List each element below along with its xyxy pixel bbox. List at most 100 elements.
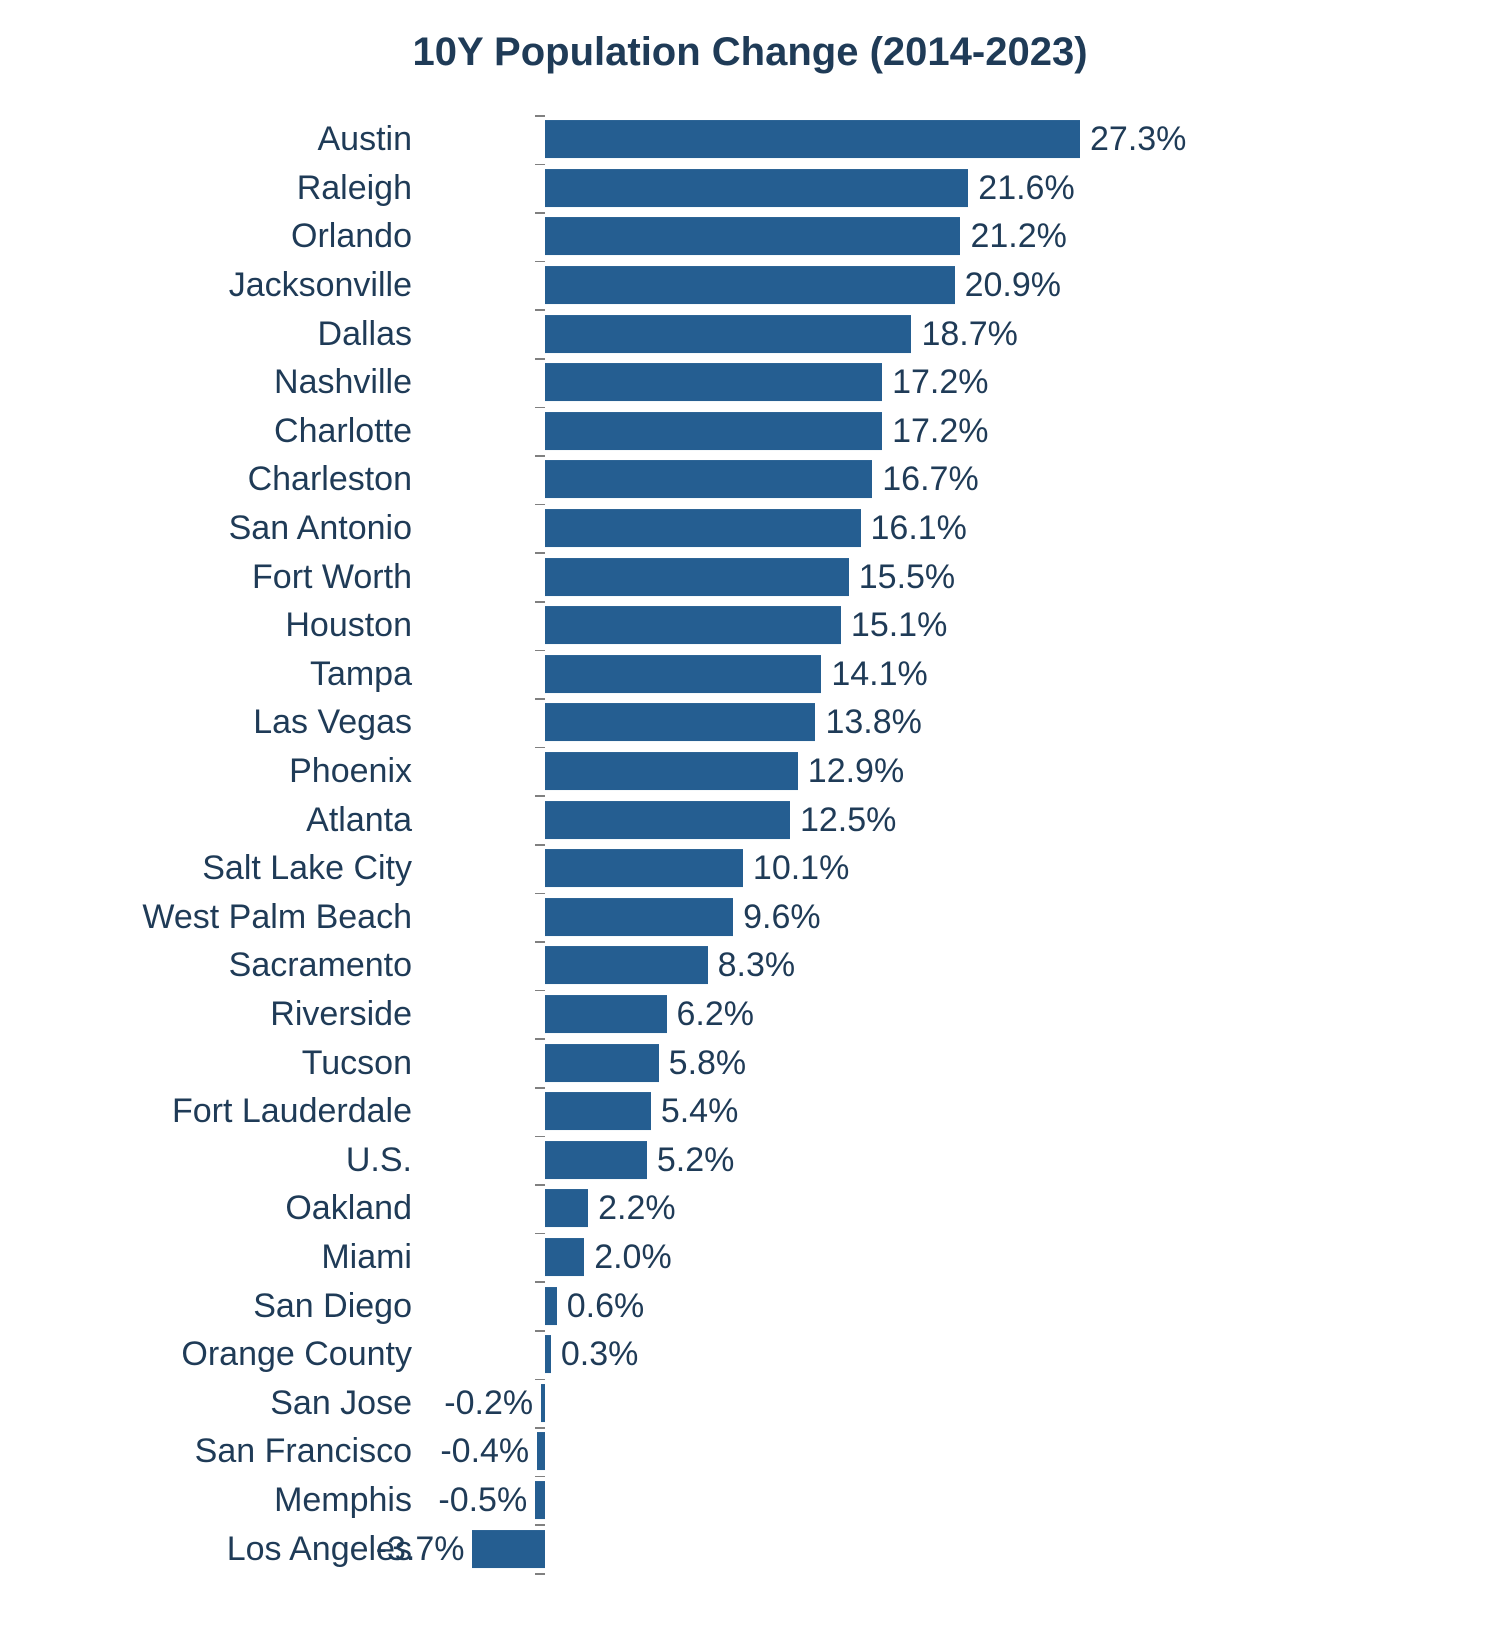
category-label: Tampa [310,657,412,691]
axis-tick [535,1330,545,1332]
value-label: 8.3% [718,948,796,982]
bar [472,1530,545,1568]
axis-tick [535,893,545,895]
axis-tick [535,795,545,797]
category-label: Fort Lauderdale [172,1094,412,1128]
category-label: Salt Lake City [202,851,412,885]
bar-row: Los Angeles-3.7% [440,1524,1230,1573]
bar [545,849,743,887]
category-label: Charleston [248,462,412,496]
axis-tick [535,844,545,846]
axis-tick [535,1281,545,1283]
category-label: Jacksonville [229,268,412,302]
value-label: 20.9% [965,268,1061,302]
axis-tick [535,164,545,166]
bar [545,1238,584,1276]
bar [545,606,841,644]
value-label: 13.8% [825,705,921,739]
bar-row: Atlanta12.5% [440,795,1230,844]
value-label: 0.3% [561,1337,639,1371]
value-label: 5.2% [657,1143,735,1177]
axis-tick [535,358,545,360]
bar [545,266,955,304]
value-label: 5.8% [669,1046,747,1080]
category-label: Las Vegas [253,705,412,739]
axis-tick [535,212,545,214]
bar-row: Phoenix12.9% [440,747,1230,796]
value-label: -0.5% [438,1483,527,1517]
bar-row: Las Vegas13.8% [440,698,1230,747]
bar-row: San Jose-0.2% [440,1379,1230,1428]
category-label: San Francisco [195,1434,412,1468]
category-label: Tucson [302,1046,412,1080]
value-label: 2.2% [598,1191,676,1225]
bar [537,1433,545,1471]
bar [545,1044,659,1082]
category-label: Atlanta [306,803,412,837]
value-label: 10.1% [753,851,849,885]
bar [545,947,708,985]
category-label: Dallas [318,317,412,351]
axis-tick [535,941,545,943]
bar [545,558,849,596]
bar [545,704,815,742]
category-label: Riverside [270,997,412,1031]
bar [545,1287,557,1325]
bar-row: San Diego0.6% [440,1281,1230,1330]
value-label: 21.6% [978,171,1074,205]
axis-tick [535,309,545,311]
value-label: 15.1% [851,608,947,642]
bar [545,120,1080,158]
category-label: Sacramento [229,948,412,982]
axis-tick [535,455,545,457]
bar [545,752,798,790]
bar-row: Charleston16.7% [440,455,1230,504]
category-label: U.S. [346,1143,412,1177]
bar-row: San Francisco-0.4% [440,1427,1230,1476]
category-label: Memphis [274,1483,412,1517]
bar-row: Sacramento8.3% [440,941,1230,990]
bar-row: Houston15.1% [440,601,1230,650]
bar-row: Memphis-0.5% [440,1476,1230,1525]
category-label: Charlotte [274,414,412,448]
axis-tick [535,115,545,117]
bar-row: Orlando21.2% [440,212,1230,261]
value-label: 9.6% [743,900,821,934]
axis-tick [535,1524,545,1526]
bar [545,801,790,839]
value-label: 18.7% [921,317,1017,351]
axis-tick [535,990,545,992]
category-label: West Palm Beach [142,900,412,934]
bar-row: Orange County0.3% [440,1330,1230,1379]
value-label: 5.4% [661,1094,739,1128]
bar-row: Riverside6.2% [440,990,1230,1039]
bar [545,315,911,353]
axis-tick [535,1038,545,1040]
value-label: 6.2% [677,997,755,1031]
axis-tick [535,407,545,409]
bar [545,1092,651,1130]
category-label: Miami [321,1240,412,1274]
axis-tick [535,552,545,554]
category-label: San Antonio [229,511,412,545]
bar-row: Nashville17.2% [440,358,1230,407]
bar-row: U.S.5.2% [440,1136,1230,1185]
bar-row: San Antonio16.1% [440,504,1230,553]
axis-tick [535,261,545,263]
category-label: San Diego [253,1289,412,1323]
bar [545,655,821,693]
value-label: 21.2% [970,219,1066,253]
bar-row: Austin27.3% [440,115,1230,164]
value-label: 14.1% [831,657,927,691]
value-label: -3.7% [376,1532,465,1566]
bar-row: Salt Lake City10.1% [440,844,1230,893]
axis-tick [535,698,545,700]
category-label: Orange County [181,1337,412,1371]
bar [541,1384,545,1422]
category-label: Oakland [285,1191,412,1225]
bar-row: Dallas18.7% [440,309,1230,358]
bar [545,218,960,256]
bar-row: Fort Worth15.5% [440,552,1230,601]
bar [545,1335,551,1373]
axis-tick [535,747,545,749]
